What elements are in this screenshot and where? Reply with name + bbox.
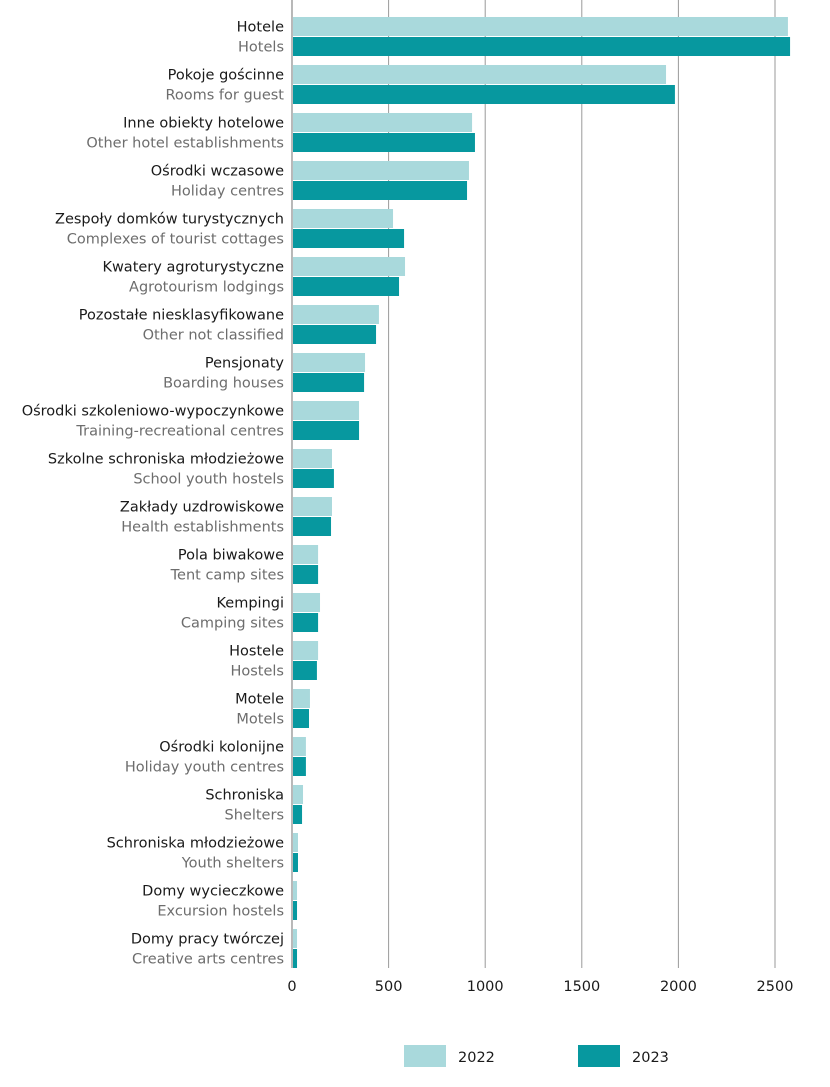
category-label-pl: Hostele	[229, 644, 284, 660]
category-label-pl: Pozostałe niesklasyfikowane	[79, 308, 284, 324]
bar-2022	[293, 65, 667, 84]
bar-2022	[293, 737, 306, 756]
bar-2022	[293, 689, 310, 708]
bar-2023	[293, 373, 365, 392]
legend-label: 2022	[458, 1050, 495, 1066]
bar-2023	[293, 229, 405, 248]
legend-swatch-2022	[404, 1045, 446, 1067]
category-label-pl: Ośrodki kolonijne	[159, 740, 284, 756]
category-label-pl: Domy pracy twórczej	[131, 932, 284, 948]
category-label-pl: Zakłady uzdrowiskowe	[120, 500, 284, 516]
bar-2022	[293, 929, 298, 948]
bars	[293, 17, 791, 968]
category-label-en: Motels	[236, 712, 284, 728]
bar-2022	[293, 401, 360, 420]
category-label-pl: Kempingi	[217, 596, 285, 612]
bar-2023	[293, 85, 675, 104]
category-label-pl: Pensjonaty	[205, 356, 285, 372]
bar-2023	[293, 901, 298, 920]
bar-2022	[293, 209, 394, 228]
bar-2023	[293, 133, 475, 152]
bar-2022	[293, 257, 406, 276]
bar-2022	[293, 161, 469, 180]
bar-2023	[293, 709, 310, 728]
bar-2022	[293, 305, 379, 324]
category-label-pl: Motele	[235, 692, 284, 708]
bar-2022	[293, 17, 788, 36]
category-label-pl: Zespoły domków turystycznych	[55, 212, 284, 228]
category-label-pl: Inne obiekty hotelowe	[123, 116, 284, 132]
x-tick-label: 1000	[467, 979, 504, 995]
category-label-pl: Ośrodki szkoleniowo-wypoczynkowe	[22, 404, 284, 420]
category-label-en: Tent camp sites	[170, 568, 284, 584]
bar-2022	[293, 881, 298, 900]
gridlines	[291, 0, 776, 968]
category-label-en: Training-recreational centres	[75, 424, 284, 440]
x-tick-label: 2500	[757, 979, 794, 995]
category-label-en: Complexes of tourist cottages	[67, 232, 284, 248]
x-tick-label: 500	[375, 979, 403, 995]
x-tick-label: 0	[287, 979, 296, 995]
category-label-en: Youth shelters	[181, 856, 284, 872]
category-label-en: Agrotourism lodgings	[129, 280, 284, 296]
category-label-pl: Pokoje gościnne	[168, 68, 284, 84]
bar-2022	[293, 545, 319, 564]
bar-2023	[293, 421, 360, 440]
bar-2022	[293, 497, 332, 516]
bar-2023	[293, 853, 298, 872]
category-label-pl: Schroniska młodzieżowe	[107, 836, 285, 852]
category-label-en: Rooms for guest	[165, 88, 284, 104]
bar-2022	[293, 593, 321, 612]
category-label-en: Holiday youth centres	[125, 760, 284, 776]
bar-2022	[293, 449, 332, 468]
bar-2022	[293, 113, 473, 132]
category-label-en: Holiday centres	[171, 184, 284, 200]
category-label-en: Camping sites	[181, 616, 284, 632]
bar-2022	[293, 785, 304, 804]
category-label-en: Excursion hostels	[157, 904, 284, 920]
category-label-pl: Kwatery agroturystyczne	[102, 260, 284, 276]
bar-2022	[293, 833, 298, 852]
bar-2023	[293, 661, 317, 680]
bar-2023	[293, 949, 298, 968]
bar-2023	[293, 565, 319, 584]
category-label-en: Health establishments	[121, 520, 284, 536]
legend: 2022 2023	[404, 1045, 669, 1067]
category-label-en: Boarding houses	[163, 376, 284, 392]
category-label-pl: Szkolne schroniska młodzieżowe	[48, 452, 284, 468]
legend-label: 2023	[632, 1050, 669, 1066]
bar-2023	[293, 325, 377, 344]
category-label-en: Other hotel establishments	[86, 136, 284, 152]
category-label-en: Creative arts centres	[132, 952, 284, 968]
bar-2023	[293, 37, 791, 56]
category-label-pl: Hotele	[237, 20, 284, 36]
category-label-pl: Pola biwakowe	[178, 548, 284, 564]
bar-2023	[293, 805, 303, 824]
category-label-en: Hostels	[230, 664, 284, 680]
category-label-en: Shelters	[225, 808, 284, 824]
x-tick-label: 2000	[660, 979, 697, 995]
category-label-en: Other not classified	[143, 328, 284, 344]
bar-2023	[293, 469, 334, 488]
category-label-pl: Domy wycieczkowe	[142, 884, 284, 900]
bar-2022	[293, 353, 366, 372]
category-label-pl: Schroniska	[205, 788, 284, 804]
x-axis-ticks: 0 500 1000 1500 2000 2500	[287, 979, 793, 995]
bar-2023	[293, 517, 332, 536]
bar-2023	[293, 277, 400, 296]
bar-2023	[293, 181, 468, 200]
category-label-en: Hotels	[238, 40, 284, 56]
bar-2023	[293, 613, 319, 632]
bar-2022	[293, 641, 319, 660]
legend-swatch-2023	[578, 1045, 620, 1067]
x-tick-label: 1500	[563, 979, 600, 995]
bar-2023	[293, 757, 306, 776]
category-label-en: School youth hostels	[133, 472, 284, 488]
category-labels: Hotele Hotels Pokoje gościnne Rooms for gue…	[22, 20, 285, 968]
category-label-pl: Ośrodki wczasowe	[151, 164, 284, 180]
